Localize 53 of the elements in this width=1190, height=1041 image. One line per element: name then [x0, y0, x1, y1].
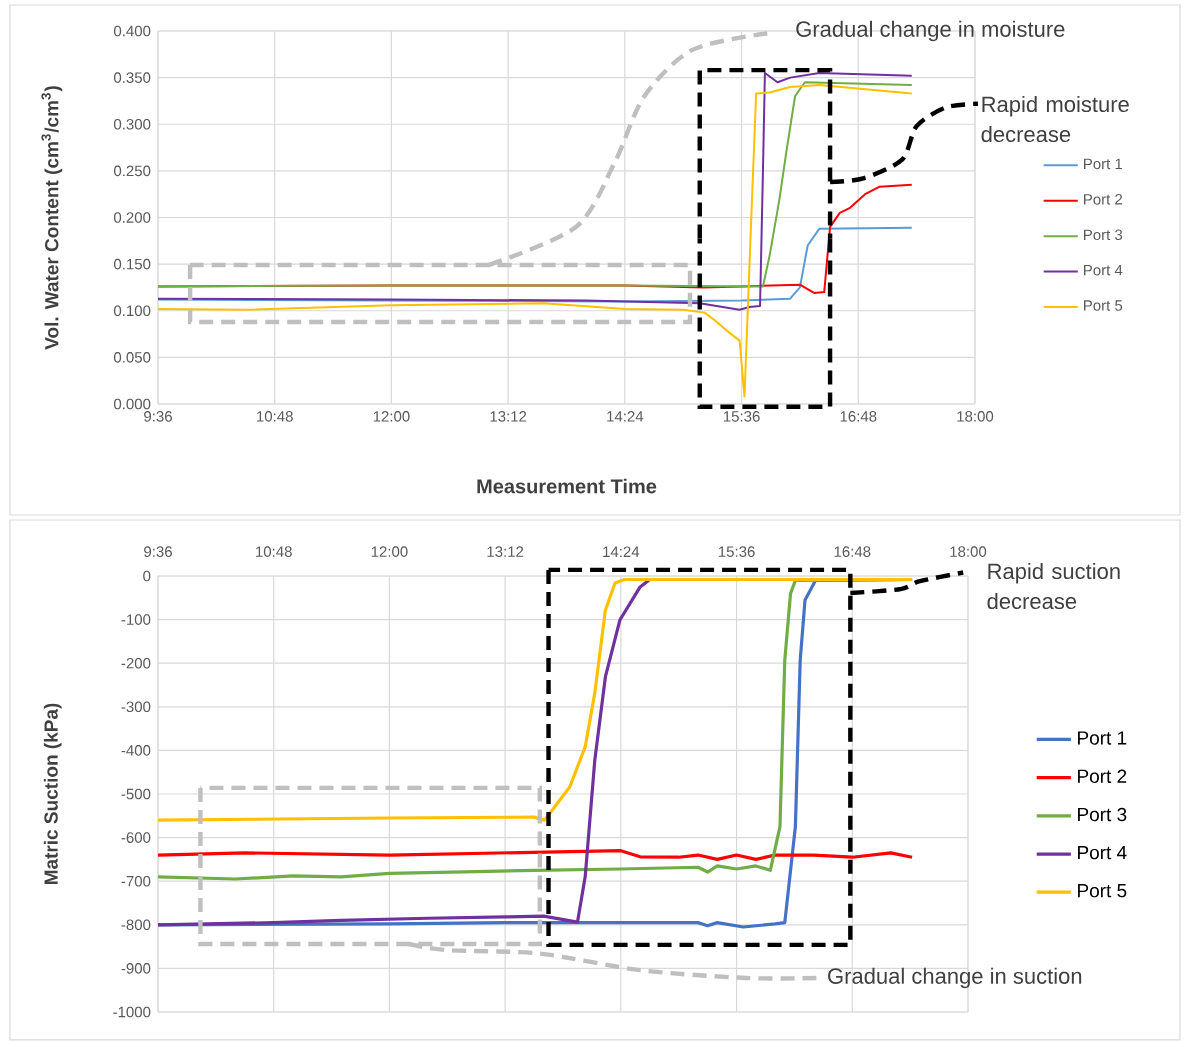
x-tick-label: 13:12 — [490, 411, 527, 422]
x-tick-label: 9:36 — [144, 411, 172, 422]
x-axis-title: Measurement Time — [477, 478, 657, 494]
x-tick-label: 15:36 — [723, 411, 760, 422]
legend-label: Port 1 — [1078, 731, 1127, 745]
y-tick-label: 0.100 — [113, 305, 151, 317]
x-tick-label: 18:00 — [957, 411, 994, 422]
annotation: Gradual change in moisture — [796, 20, 1065, 42]
y-tick-label: 0.350 — [113, 72, 151, 83]
x-tick-label: 10:48 — [257, 411, 293, 422]
y-axis-title: Matric Suction (kPa) — [43, 703, 62, 885]
x-tick-label: 18:00 — [950, 546, 987, 557]
y-tick-label: 0.200 — [113, 212, 151, 223]
y-tick-label: 0.050 — [113, 352, 151, 363]
y-tick-label: -1000 — [113, 1006, 151, 1018]
y-tick-label: 0.300 — [113, 118, 151, 130]
y-tick-label: 0 — [143, 570, 151, 582]
x-tick-label: 15:36 — [718, 546, 755, 557]
y-tick-label: -300 — [121, 701, 151, 713]
x-tick-label: 10:48 — [256, 546, 292, 557]
annotation: Gradual change in suction — [828, 967, 1082, 989]
x-tick-label: 14:24 — [607, 411, 644, 422]
x-tick-label: 12:00 — [373, 411, 410, 422]
text: Rapid suction decrease — [987, 562, 1120, 610]
y-tick-label: -800 — [121, 919, 151, 931]
legend-label: Port 5 — [1084, 300, 1123, 311]
y-tick-label: -500 — [121, 788, 151, 800]
x-tick-label: 16:48 — [834, 546, 871, 557]
y-tick-label: 0.000 — [113, 398, 151, 410]
y-tick-label: -600 — [121, 832, 151, 843]
x-tick-label: 16:48 — [840, 411, 877, 422]
text: Rapid moisture decrease — [981, 95, 1129, 143]
legend-label: Port 5 — [1078, 884, 1127, 898]
legend-label: Port 4 — [1078, 846, 1127, 860]
legend-label: Port 3 — [1084, 229, 1123, 241]
x-tick-label: 9:36 — [144, 546, 172, 557]
y-tick-label: -900 — [121, 963, 151, 974]
y-tick-label: -100 — [121, 614, 151, 625]
legend-label: Port 4 — [1084, 264, 1123, 276]
y-tick-label: -400 — [121, 745, 151, 756]
x-tick-label: 12:00 — [371, 546, 408, 557]
y-tick-label: 0.150 — [113, 258, 151, 270]
y-tick-label: -200 — [121, 657, 151, 669]
y-axis-title: Vol. Water Content (cm$^{3}$/cm$^{3}$) — [41, 86, 63, 350]
y-tick-label: 0.250 — [113, 165, 151, 177]
x-tick-label: 14:24 — [603, 546, 640, 557]
legend-label: Port 1 — [1084, 158, 1123, 170]
x-tick-label: 13:12 — [487, 546, 524, 557]
legend-label: Port 2 — [1078, 769, 1127, 783]
legend-label: Port 3 — [1078, 807, 1127, 822]
y-tick-label: 0.400 — [113, 25, 151, 37]
legend-label: Port 2 — [1084, 194, 1123, 205]
y-tick-label: -700 — [121, 875, 151, 887]
